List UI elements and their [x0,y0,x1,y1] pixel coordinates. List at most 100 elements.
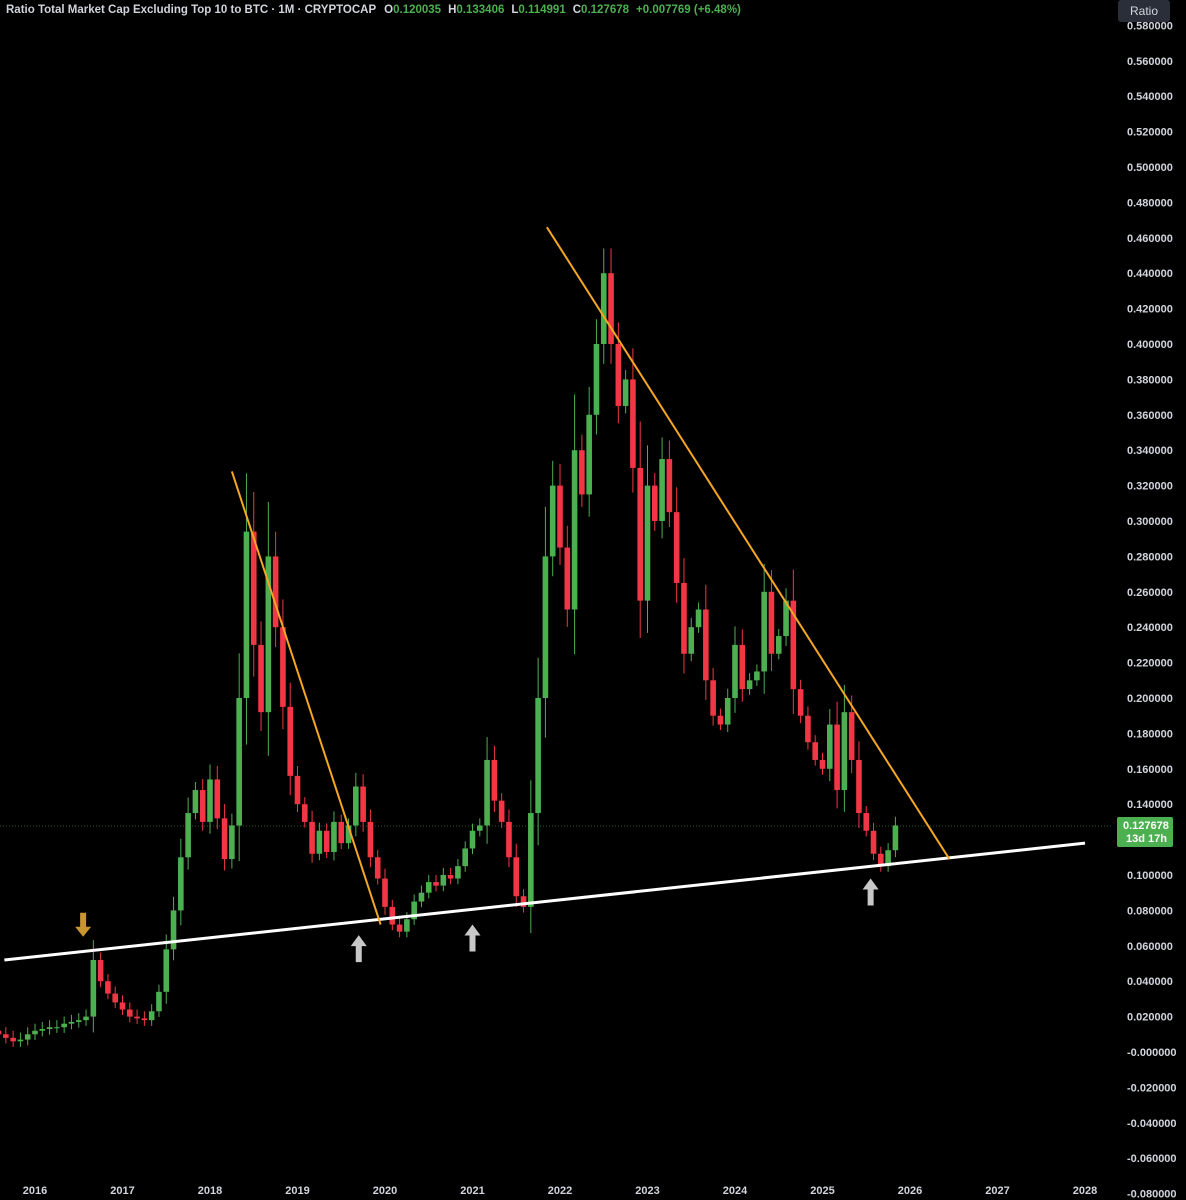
x-tick-label: 2020 [373,1185,397,1197]
last-price-tag-background [1117,817,1173,848]
candle-down [199,790,206,822]
open-label: O [384,4,394,16]
arrow-up-icon [862,878,879,906]
candle-down [557,485,563,548]
candle-up [440,875,447,886]
scale-mode-button[interactable]: Ratio [1118,0,1170,22]
candle-up [331,821,337,852]
y-tick-label: 0.480000 [1127,197,1173,209]
candle-down [214,779,221,819]
candle-up [32,1030,38,1035]
x-tick-label: 2016 [23,1185,47,1197]
candle-down [134,1016,140,1019]
candle-down [221,818,228,860]
y-tick-label: -0.020000 [1127,1082,1177,1094]
candle-down [506,821,512,858]
candle-down [717,715,724,725]
candle-up [83,1016,89,1021]
candle-up [170,910,177,950]
candle-up [207,779,213,822]
candle-down [126,1009,133,1017]
candle-up [885,850,891,867]
candle-down [10,1037,16,1042]
candle-up [163,949,170,992]
candle-up [732,644,738,698]
x-tick-label: 2017 [110,1185,134,1197]
candle-up [761,591,767,672]
candle-down [374,857,381,879]
y-tick-label: 0.320000 [1127,481,1173,493]
y-tick-label: -0.040000 [1127,1118,1177,1130]
candle-down [739,644,746,690]
y-tick-label: -0.060000 [1127,1153,1177,1165]
candle-up [61,1023,67,1028]
candle-down [856,759,862,814]
y-tick-label: 0.420000 [1127,304,1173,316]
candle-up [469,830,476,849]
arrow-up-icon [464,924,481,952]
candle-down [513,857,520,897]
candle-up [484,759,490,826]
candle-down [280,627,286,707]
candle-down [520,896,527,907]
bar-countdown: 13d 17h [1126,833,1167,845]
last-price-value: 0.127678 [1123,820,1169,832]
high-label: H [448,4,457,16]
y-tick-label: 0.220000 [1127,658,1173,670]
change-value: +0.007769 (+6.48%) [636,4,741,16]
candle-down [870,830,877,854]
candle-down [703,609,709,681]
candle-up [24,1034,31,1040]
y-tick-label: 0.440000 [1127,268,1173,280]
candle-up [39,1028,46,1031]
candle-up [571,450,578,610]
candle-up [746,680,753,690]
time-axis[interactable]: 2016 2017 2018 2019 2020 2021 2022 2023 2024 2025… [23,1185,1097,1197]
candle-down [338,821,345,844]
candle-up [229,825,235,860]
y-tick-label: 0.400000 [1127,339,1173,351]
x-tick-label: 2018 [198,1185,222,1197]
candle-down [790,600,797,690]
x-tick-label: 2021 [460,1185,484,1197]
candle-down [681,582,687,654]
x-tick-label: 2025 [810,1185,834,1197]
y-tick-label: 0.020000 [1127,1012,1173,1024]
candle-down [396,924,403,932]
high-value: 0.133406 [456,4,505,16]
candle-up [593,344,600,415]
candle-down [812,742,819,760]
candle-up [68,1021,75,1024]
x-tick-label: 2027 [985,1185,1009,1197]
candle-down [119,1002,126,1010]
candle-up [586,414,592,495]
candle-up [783,600,789,637]
symbol-title[interactable]: Ratio Total Market Cap Excluding Top 10 … [6,4,377,16]
candle-up [148,1011,155,1021]
candle-up [75,1020,82,1022]
candle-down [250,531,257,645]
candle-down [637,467,644,601]
y-tick-label: 0.100000 [1127,870,1173,882]
support-trendline [4,841,1086,962]
candle-down [272,556,279,628]
candle-up [243,531,250,698]
x-tick-label: 2023 [635,1185,659,1197]
candle-up [754,671,760,681]
y-tick-label: 0.360000 [1127,410,1173,422]
candle-up [425,882,432,893]
candle-down [710,680,716,716]
candle-up [622,379,629,406]
x-tick-label: 2022 [548,1185,572,1197]
y-tick-label: 0.560000 [1127,56,1173,68]
candle-up [192,790,199,814]
y-tick-label: 0.160000 [1127,764,1173,776]
y-tick-label: 0.260000 [1127,587,1173,599]
y-tick-label: 0.240000 [1127,622,1173,634]
candle-up [476,825,483,831]
candle-down [848,712,855,760]
y-tick-label: 0.300000 [1127,516,1173,528]
candle-down [834,724,840,791]
price-axis[interactable]: 0.580000 0.560000 0.540000 0.520000 0.500000… [1127,20,1177,1200]
